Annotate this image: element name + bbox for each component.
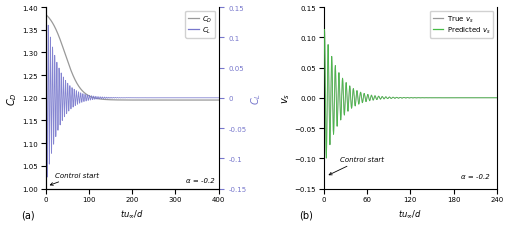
Predicted $v_s$ [492, 97, 498, 100]
Line: Predicted $v_s$: Predicted $v_s$ [324, 30, 497, 158]
Predicted $v_s$ [386, 97, 392, 99]
True $v_s$ [386, 97, 392, 99]
True $v_s$ [363, 100, 369, 103]
True $v_s$ [362, 95, 368, 98]
Predicted $v_s$ [363, 101, 369, 103]
Legend: $C_D$, $C_L$: $C_D$, $C_L$ [185, 11, 215, 39]
Text: Control start: Control start [329, 157, 383, 175]
Text: (a): (a) [21, 210, 35, 220]
X-axis label: $tu_\infty/d$: $tu_\infty/d$ [398, 208, 422, 219]
Y-axis label: $C_D$: $C_D$ [6, 92, 19, 105]
Predicted $v_s$ [494, 97, 500, 100]
Text: α = -0.2: α = -0.2 [186, 177, 214, 183]
Line: True $v_s$: True $v_s$ [324, 30, 497, 158]
True $v_s$ [398, 97, 404, 100]
True $v_s$ [494, 97, 500, 100]
Predicted $v_s$ [321, 29, 327, 32]
Predicted $v_s$ [398, 97, 404, 100]
True $v_s$ [322, 29, 328, 32]
Predicted $v_s$ [321, 93, 327, 96]
True $v_s$ [323, 157, 329, 160]
Text: (b): (b) [299, 210, 313, 220]
X-axis label: $tu_\infty/d$: $tu_\infty/d$ [120, 208, 144, 219]
Text: Control start: Control start [50, 172, 99, 185]
Text: α = -0.2: α = -0.2 [461, 173, 490, 179]
Predicted $v_s$ [361, 93, 367, 96]
True $v_s$ [492, 97, 498, 100]
True $v_s$ [321, 97, 327, 100]
True $v_s$ [361, 93, 367, 96]
Predicted $v_s$ [362, 95, 368, 98]
Legend: True $v_s$, Predicted $v_s$: True $v_s$, Predicted $v_s$ [430, 11, 493, 39]
Predicted $v_s$ [323, 157, 329, 160]
Y-axis label: $v_s$: $v_s$ [280, 93, 292, 104]
Y-axis label: $C_L$: $C_L$ [249, 92, 263, 104]
